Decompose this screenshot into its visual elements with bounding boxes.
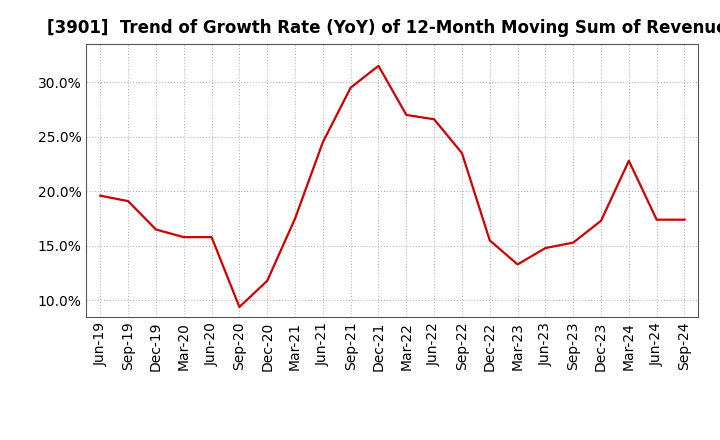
Title: [3901]  Trend of Growth Rate (YoY) of 12-Month Moving Sum of Revenues: [3901] Trend of Growth Rate (YoY) of 12-… <box>48 19 720 37</box>
